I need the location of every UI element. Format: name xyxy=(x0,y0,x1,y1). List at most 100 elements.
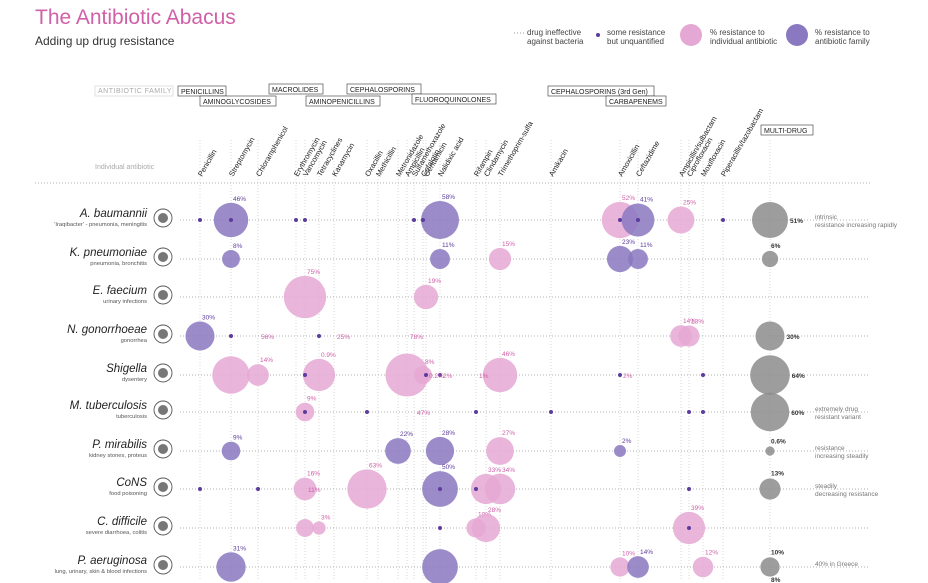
bacteria-icon-core xyxy=(158,329,168,339)
family-resistance-bubble xyxy=(628,249,648,269)
family-resistance-bubble xyxy=(422,549,458,583)
family-box xyxy=(199,95,277,107)
family-resistance-bubble xyxy=(627,556,649,578)
unquantified-dot xyxy=(474,487,478,491)
antibiotic-label: Chloramphenicol xyxy=(254,124,290,178)
multi-drug-label: 0.6% xyxy=(771,438,786,445)
unquantified-dot xyxy=(294,218,298,222)
family-resistance-bubble xyxy=(614,445,626,457)
individual-resistance-bubble xyxy=(667,206,695,234)
multi-drug-label: 30% xyxy=(787,334,800,341)
bacteria-name: CoNS xyxy=(116,477,147,489)
family-label: CEPHALOSPORINS xyxy=(350,87,415,94)
legend-ineffective-line2: against bacteria xyxy=(527,37,584,46)
bacteria-description: urinary infections xyxy=(103,299,147,305)
resistance-label: 19% xyxy=(428,278,441,285)
bacteria-name: M. tuberculosis xyxy=(70,400,148,412)
legend-individual-line2: individual antibiotic xyxy=(710,37,778,46)
family-resistance-bubble xyxy=(385,438,411,464)
row-note: resistant variant xyxy=(815,414,861,421)
unquantified-dot xyxy=(636,218,640,222)
family-box xyxy=(346,83,422,95)
unquantified-dot xyxy=(229,218,233,222)
row-note: steadily xyxy=(815,483,838,490)
row-note: decreasing resistance xyxy=(815,491,879,498)
resistance-label: 50% xyxy=(442,464,455,471)
unquantified-dot xyxy=(438,487,442,491)
family-box xyxy=(547,85,655,97)
antibiotic-label: Amikacin xyxy=(547,147,570,178)
unquantified-dot xyxy=(438,373,442,377)
unquantified-dot xyxy=(701,373,705,377)
legend-unquantified-line1: some resistance xyxy=(607,28,666,37)
unquantified-dot xyxy=(424,373,428,377)
bacteria-icon-core xyxy=(158,368,168,378)
bacteria-name: E. faecium xyxy=(93,285,148,297)
individual-resistance-bubble xyxy=(482,357,518,393)
resistance-label: 9% xyxy=(307,396,317,403)
family-label: AMINOGLYCOSIDES xyxy=(203,99,271,106)
resistance-label: 75% xyxy=(307,269,320,276)
bacteria-row: P. mirabilis kidney stones, proteus 9% 22% 2… xyxy=(89,430,870,466)
individual-resistance-bubble xyxy=(293,477,317,501)
resistance-label: 14% xyxy=(683,318,696,325)
multi-drug-bubble xyxy=(750,392,790,432)
bacteria-name: P. aeruginosa xyxy=(78,555,147,567)
unquantified-dot xyxy=(303,373,307,377)
row-note: resistance increasing rapidly xyxy=(815,222,898,229)
bacteria-row: M. tuberculosis tuberculosis 9% 47% 60% extre… xyxy=(70,392,870,432)
family-label: CARBAPENEMS xyxy=(609,99,663,106)
resistance-label: 8% xyxy=(425,359,435,366)
bacteria-name: N. gonorrhoeae xyxy=(67,324,147,336)
family-box xyxy=(305,95,381,107)
resistance-label: 2% xyxy=(622,438,632,445)
individual-resistance-bubble xyxy=(283,275,327,319)
unquantified-dot xyxy=(229,334,233,338)
bacteria-icon-core xyxy=(158,521,168,531)
legend-unquantified-line2: but unquantified xyxy=(607,37,664,46)
bacteria-row: P. aeruginosa lung, urinary, skin & blood… xyxy=(55,545,870,583)
multi-drug-label: 60% xyxy=(791,410,804,417)
legend-ineffective: drug ineffective against bacteria xyxy=(527,28,583,46)
individual-resistance-bubble xyxy=(212,356,250,394)
resistance-label: 23% xyxy=(622,239,635,246)
bacteria-row: N. gonorrhoeae gonorrhea 30% 14%13% 56% 25% 78… xyxy=(67,314,870,351)
bacteria-icon-core xyxy=(158,444,168,454)
multi-drug-bubble xyxy=(752,202,788,238)
bacteria-icon-core xyxy=(158,252,168,262)
unquantified-dot xyxy=(687,487,691,491)
bacteria-description: tuberculosis xyxy=(116,414,147,420)
unquantified-dot xyxy=(198,487,202,491)
resistance-label: 56% xyxy=(261,334,274,341)
bacteria-row: CoNS food poisoning 16% 63% 50% 33% 34% 11% 13% s… xyxy=(109,462,879,509)
bacteria-description: food poisoning xyxy=(109,491,147,497)
bacteria-name: Shigella xyxy=(106,363,147,375)
unquantified-dot xyxy=(618,218,622,222)
family-resistance-bubble xyxy=(606,245,634,273)
resistance-label: 28% xyxy=(488,507,501,514)
resistance-label: 27% xyxy=(502,430,515,437)
bacteria-icon-core xyxy=(158,482,168,492)
resistance-label: 22% xyxy=(400,431,413,438)
resistance-label: 41% xyxy=(640,197,653,204)
family-resistance-bubble xyxy=(222,250,240,268)
multi-drug-bubble xyxy=(765,446,775,456)
bacteria-rows: A. baumannii 'Iraqibacter' - pneumonia, m… xyxy=(54,194,898,583)
resistance-label: 34% xyxy=(502,467,515,474)
legend-unquantified: some resistance but unquantified xyxy=(607,28,665,46)
individual-resistance-bubble xyxy=(610,557,630,577)
multi-drug-label: 51% xyxy=(790,218,803,225)
multi-drug-label: 13% xyxy=(771,470,784,477)
individual-resistance-bubble xyxy=(678,325,700,347)
individual-resistance-bubble xyxy=(484,473,516,505)
bacteria-description: pneumonia, bronchitis xyxy=(90,261,147,267)
resistance-label: 39% xyxy=(691,505,704,512)
bacteria-name: K. pneumoniae xyxy=(70,247,147,259)
multi-drug-bubble xyxy=(760,557,780,577)
resistance-label: 11% xyxy=(640,242,653,249)
individual-axis-label: Individual antibiotic xyxy=(95,164,155,171)
page-subtitle: Adding up drug resistance xyxy=(35,34,175,48)
